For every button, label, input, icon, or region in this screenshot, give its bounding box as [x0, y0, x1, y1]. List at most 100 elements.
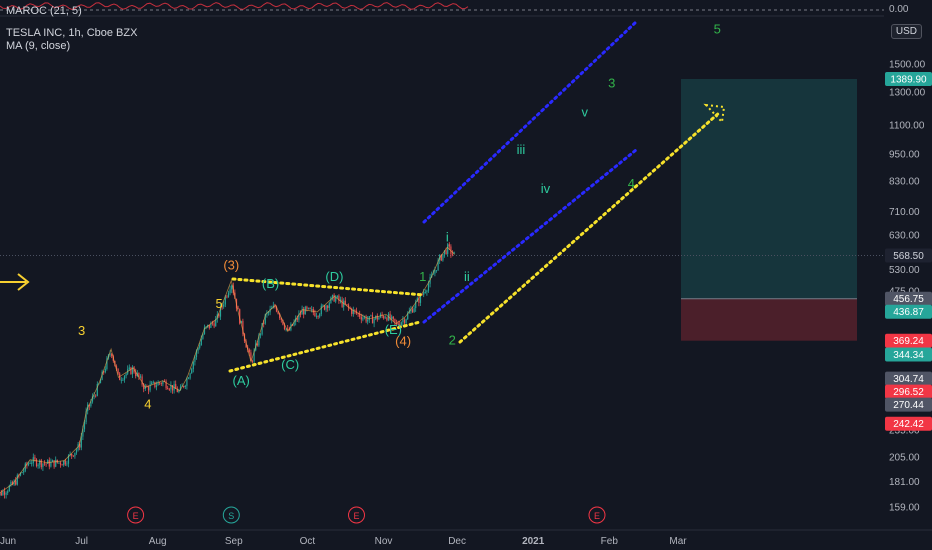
wave-label: (E) — [385, 322, 402, 337]
candle-body — [19, 472, 22, 476]
candle-body — [59, 462, 62, 465]
candle-body — [256, 343, 258, 346]
candle-body — [426, 290, 428, 293]
candle-body — [411, 309, 414, 313]
channel-upper-line — [422, 20, 638, 224]
candle-body — [179, 386, 182, 391]
candle-body — [440, 255, 442, 261]
event-marker — [588, 506, 606, 524]
candle-body — [226, 296, 228, 298]
event-marker-label: S — [228, 511, 234, 521]
candle-body — [0, 492, 2, 496]
wave-label: (A) — [233, 373, 250, 388]
price-badge — [885, 384, 932, 399]
candle-body — [307, 307, 310, 309]
candle-body — [419, 294, 422, 303]
candle-body — [373, 318, 375, 324]
ma-line — [0, 246, 455, 494]
candle-body — [31, 463, 33, 464]
candle-body — [405, 319, 407, 323]
candle-body — [359, 313, 361, 317]
candle-body — [250, 352, 252, 362]
candle-body — [363, 316, 366, 318]
candle-body — [403, 319, 406, 323]
candle-body — [80, 436, 82, 448]
candle-body — [389, 313, 391, 320]
candle-body — [221, 306, 223, 308]
price-badge-label: 242.42 — [893, 419, 924, 430]
candle-body — [64, 460, 66, 465]
candle-body — [74, 452, 76, 457]
candle-body — [227, 292, 230, 297]
candle-body — [282, 319, 284, 325]
candle-body — [229, 289, 231, 293]
candle-body — [320, 305, 322, 315]
candle-body — [347, 304, 350, 308]
candle-body — [151, 382, 153, 385]
currency-badge[interactable]: USD — [890, 24, 922, 39]
candle-body — [344, 300, 346, 305]
left-arrow-icon — [0, 273, 30, 291]
candle-body — [61, 464, 63, 466]
indicator-legend[interactable]: MAROC (21, 5) — [6, 5, 82, 17]
candle-body — [259, 334, 262, 336]
symbol-legend[interactable]: TESLA INC, 1h, Cboe BZX — [6, 27, 138, 39]
candle-body — [115, 366, 118, 369]
candle-body — [383, 316, 385, 319]
price-tick-label: 710.00 — [889, 207, 920, 218]
candle-body — [184, 385, 186, 387]
candle-body — [199, 345, 201, 348]
candle-body — [237, 308, 239, 310]
price-badges: 1389.90 568.50 456.75 436.87 369.24 344.34 304… — [885, 72, 932, 431]
candle-body — [149, 384, 151, 391]
candle-body — [176, 388, 178, 393]
time-tick-label: Nov — [375, 536, 393, 547]
candle-body — [231, 285, 233, 290]
candle-body — [267, 312, 270, 313]
candle-body — [402, 319, 404, 323]
candle-body — [448, 244, 450, 247]
candle-body — [317, 316, 319, 317]
wave-label: 3 — [78, 323, 85, 338]
candle-body — [400, 322, 402, 326]
price-tick-label: 530.00 — [889, 265, 920, 276]
candle-body — [275, 307, 278, 312]
candle-body — [399, 324, 401, 326]
ma-legend[interactable]: MA (9, close) — [6, 40, 71, 52]
candle-body — [90, 401, 92, 407]
candle-body — [154, 381, 156, 387]
price-badge — [885, 416, 932, 431]
candle-body — [194, 357, 196, 362]
candle-body — [357, 313, 359, 315]
candle-body — [165, 381, 167, 389]
time-tick-label: Oct — [300, 536, 316, 547]
candle-body — [338, 295, 340, 301]
candle-body — [335, 297, 337, 302]
candle-body — [152, 381, 154, 383]
candle-body — [224, 296, 226, 305]
price-tick-label: 205.00 — [889, 452, 920, 463]
candle-body — [157, 382, 159, 386]
candle-body — [391, 316, 393, 320]
candle-body — [139, 376, 142, 378]
candle-body — [264, 314, 266, 324]
event-marker — [222, 506, 240, 524]
candle-body — [120, 379, 122, 381]
candle-body — [413, 308, 415, 313]
price-tick-label: 159.00 — [889, 503, 920, 514]
candle-body — [418, 298, 420, 303]
candle-body — [442, 254, 444, 261]
candle-body — [336, 295, 338, 298]
candle-body — [42, 463, 44, 468]
candle-body — [23, 470, 25, 473]
candle-body — [170, 385, 172, 390]
wave-label: (D) — [325, 269, 343, 284]
candle-body — [138, 372, 140, 378]
candle-body — [437, 260, 439, 271]
time-tick-label: Aug — [149, 536, 167, 547]
candle-body — [296, 318, 298, 320]
candle-body — [251, 361, 254, 362]
